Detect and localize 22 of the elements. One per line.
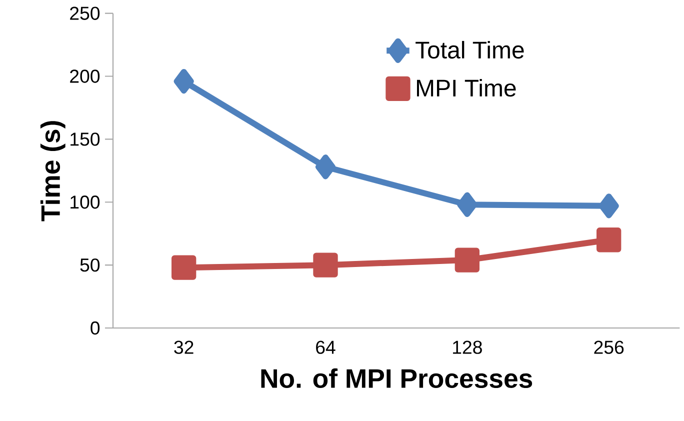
x-tick-label: 256 bbox=[594, 340, 624, 354]
point bbox=[454, 248, 480, 272]
y-tick-label: 100 bbox=[70, 196, 100, 209]
point bbox=[596, 228, 622, 252]
x-tick-label: 64 bbox=[316, 340, 336, 354]
point bbox=[598, 194, 619, 218]
point bbox=[457, 192, 478, 217]
point bbox=[172, 255, 196, 280]
y-axis-title: Time (s) bbox=[40, 121, 66, 222]
point bbox=[313, 252, 338, 278]
point bbox=[174, 68, 194, 94]
y-tick-label: 200 bbox=[70, 70, 100, 83]
x-tick-label: 32 bbox=[174, 340, 194, 354]
legend-label: MPI Time bbox=[417, 79, 516, 97]
x-tick-label: 128 bbox=[453, 340, 482, 354]
y-tick-label: 250 bbox=[70, 6, 100, 20]
point bbox=[316, 154, 336, 180]
y-tick-label: 150 bbox=[70, 132, 100, 146]
x-axis-title: No. of MPI Processes bbox=[261, 368, 532, 388]
y-tick-label: 50 bbox=[80, 258, 100, 272]
legend-label: Total Time bbox=[416, 40, 524, 59]
y-tick-label: 0 bbox=[90, 321, 100, 335]
